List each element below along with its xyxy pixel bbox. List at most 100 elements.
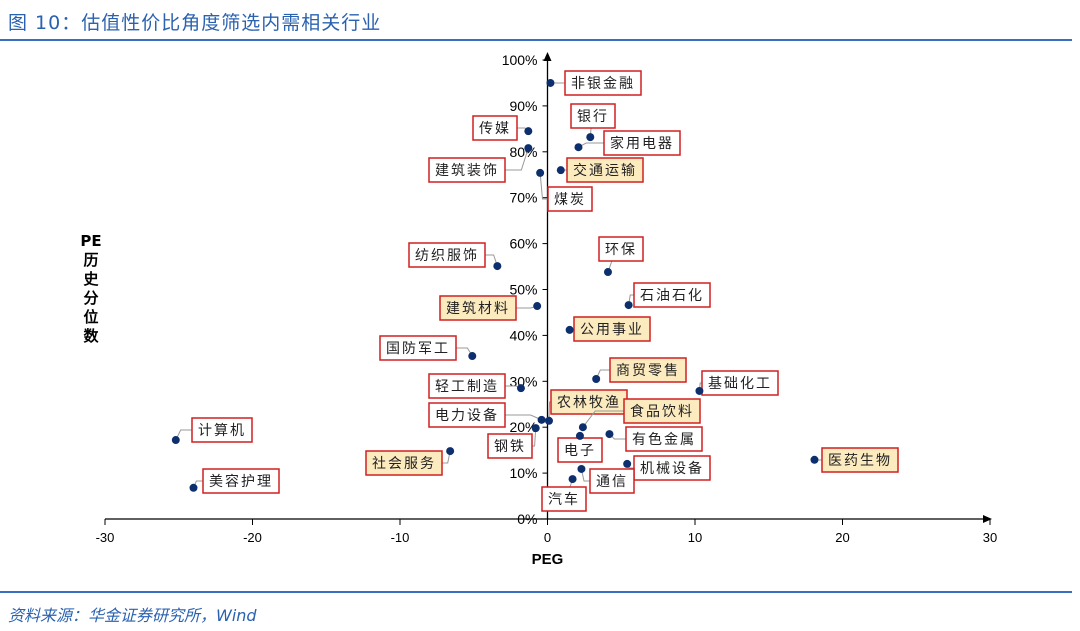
data-point [189, 483, 198, 492]
data-point [624, 301, 633, 310]
leader-line [532, 428, 537, 447]
point-label: 机械设备 [640, 460, 704, 477]
y-tick-label: 0% [517, 511, 537, 527]
data-point [592, 375, 601, 384]
point-label: 交通运输 [573, 162, 637, 179]
label-box [541, 486, 587, 512]
data-point [537, 415, 546, 424]
data-point [531, 424, 540, 433]
label-box [633, 455, 711, 481]
data-point [605, 430, 614, 439]
y-axis-label-char: 数 [83, 327, 99, 345]
y-tick-label: 40% [509, 327, 537, 343]
label-box [625, 426, 703, 452]
label-box [598, 236, 644, 262]
label-box [564, 70, 642, 96]
leader-line [505, 414, 542, 421]
data-point [446, 447, 455, 456]
point-label: 计算机 [198, 423, 246, 439]
y-tick-label: 60% [509, 236, 537, 252]
point-label: 医药生物 [828, 453, 892, 469]
data-point [556, 166, 565, 175]
point-label: 汽车 [548, 491, 580, 508]
point-label: 电子 [564, 443, 596, 459]
point-label: 公用事业 [580, 322, 644, 338]
y-tick-label: 70% [509, 190, 537, 206]
point-label: 煤炭 [554, 192, 586, 208]
label-box [566, 157, 644, 183]
label-box [589, 468, 635, 494]
y-tick-label: 50% [509, 282, 537, 298]
label-box [821, 447, 899, 473]
label-box [603, 130, 681, 156]
y-axis-label-char: 史 [83, 270, 99, 288]
point-label: 家用电器 [610, 135, 674, 152]
label-box [701, 370, 779, 396]
point-label: 轻工制造 [435, 379, 499, 395]
point-label: 钢铁 [494, 439, 526, 455]
source-note: 资料来源：华金证券研究所，Wind [8, 606, 257, 625]
x-axis-label: PEG [532, 551, 564, 568]
data-point [577, 464, 586, 473]
data-point [533, 302, 542, 311]
label-box [570, 103, 616, 129]
y-tick-label: 10% [509, 465, 537, 481]
y-axis-label-char: 分 [83, 289, 98, 307]
data-point [468, 352, 477, 361]
label-box [547, 186, 593, 212]
label-box [472, 115, 518, 141]
data-point [578, 423, 587, 432]
label-box [428, 157, 506, 183]
point-label: 银行 [577, 109, 609, 125]
data-point [574, 143, 583, 152]
data-point [575, 431, 584, 440]
point-label: 农林牧渔 [557, 395, 621, 411]
point-label: 美容护理 [209, 473, 273, 490]
label-box [202, 468, 280, 494]
point-label: 国防军工 [386, 341, 450, 357]
label-box [408, 242, 486, 268]
label-box [623, 398, 701, 424]
point-label: 非银金融 [571, 76, 635, 92]
leader-line [442, 450, 451, 464]
y-axis-label-char: 历 [83, 251, 98, 269]
label-box [365, 450, 443, 476]
label-box [633, 282, 711, 308]
data-point [524, 127, 533, 136]
data-point [516, 384, 525, 393]
bottom-rule [0, 591, 1072, 593]
x-tick-label: 20 [835, 530, 849, 545]
x-tick-label: 0 [544, 530, 551, 545]
data-point [565, 325, 574, 334]
point-label: 电力设备 [435, 407, 499, 424]
data-point [524, 144, 533, 153]
point-label: 通信 [596, 474, 628, 490]
point-label: 社会服务 [372, 456, 436, 472]
label-box [609, 357, 687, 383]
point-label: 环保 [605, 242, 637, 258]
y-tick-label: 100% [502, 52, 538, 68]
point-label: 基础化工 [708, 375, 772, 392]
point-label: 商贸零售 [616, 363, 680, 379]
label-box [550, 389, 628, 415]
x-tick-label: 10 [688, 530, 702, 545]
point-label: 纺织服饰 [415, 248, 479, 264]
data-point [810, 455, 819, 464]
y-axis-arrow-icon [543, 52, 552, 61]
figure-title: 图 10：估值性价比角度筛选内需相关行业 [8, 12, 382, 34]
x-tick-label: 30 [983, 530, 997, 545]
leader-line [582, 410, 624, 428]
data-point [493, 262, 502, 271]
y-axis-label-char: 位 [83, 308, 98, 326]
label-box [428, 373, 506, 399]
leader-line [505, 147, 529, 171]
y-tick-label: 30% [509, 373, 537, 389]
top-rule [0, 39, 1072, 41]
point-label: 传媒 [479, 121, 511, 137]
data-point [544, 416, 553, 425]
data-point [171, 436, 180, 445]
y-tick-label: 20% [509, 419, 537, 435]
point-label: 建筑材料 [446, 301, 510, 317]
point-label: 建筑装饰 [435, 163, 499, 179]
